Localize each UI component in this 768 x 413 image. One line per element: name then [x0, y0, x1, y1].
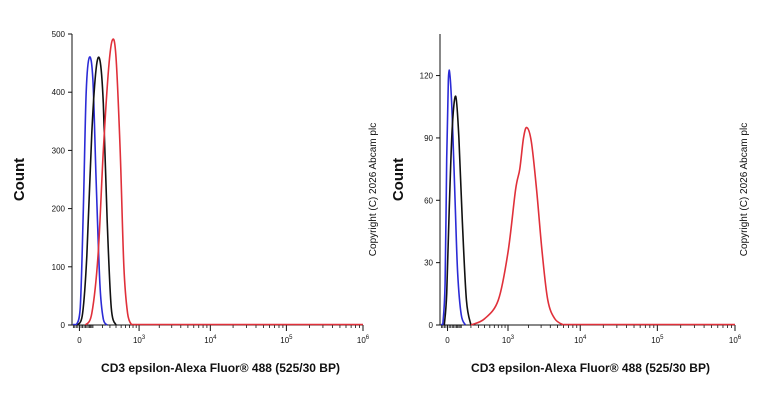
- y-axis-title: Count: [390, 158, 407, 201]
- y-tick-label: 30: [424, 259, 433, 268]
- y-tick-label: 120: [420, 72, 434, 81]
- x-tick-exponent: 4: [213, 335, 217, 341]
- y-axis-title: Count: [11, 158, 28, 201]
- histogram-series-3: [470, 126, 564, 326]
- x-axis-title: CD3 epsilon-Alexa Fluor® 488 (525/30 BP): [101, 361, 340, 375]
- x-tick-label: 104: [574, 335, 587, 345]
- x-tick-label: 103: [133, 335, 146, 345]
- y-tick-label: 400: [52, 88, 66, 97]
- y-tick-label: 0: [429, 321, 434, 330]
- x-tick-label: 0: [77, 336, 82, 345]
- y-tick-label: 90: [424, 134, 433, 143]
- histogram-series-2: [443, 95, 472, 326]
- x-tick-label: 103: [502, 335, 515, 345]
- x-tick-exponent: 6: [366, 335, 370, 341]
- x-tick-exponent: 4: [583, 335, 587, 341]
- y-tick-label: 500: [52, 30, 66, 39]
- y-tick-label: 300: [52, 146, 66, 155]
- x-tick-exponent: 5: [289, 335, 293, 341]
- x-tick-exponent: 6: [738, 335, 742, 341]
- x-tick-label: 106: [729, 335, 742, 345]
- x-tick-exponent: 5: [660, 335, 664, 341]
- histogram-panel-1: 0 100 200 300 400 500 0 103 104 105 106 Count CD3 ep…: [11, 30, 379, 375]
- x-tick-label: 0: [445, 336, 450, 345]
- copyright-text: Copyright (C) 2026 Abcam plc: [368, 123, 379, 256]
- copyright-text: Copyright (C) 2026 Abcam plc: [739, 123, 750, 256]
- x-axis-title: CD3 epsilon-Alexa Fluor® 488 (525/30 BP): [471, 361, 710, 375]
- y-tick-label: 0: [61, 321, 66, 330]
- x-tick-exponent: 3: [511, 335, 515, 341]
- x-tick-label: 105: [280, 335, 293, 345]
- y-tick-label: 60: [424, 196, 433, 205]
- y-tick-label: 100: [52, 263, 66, 272]
- x-tick-exponent: 3: [142, 335, 146, 341]
- x-tick-label: 104: [204, 335, 217, 345]
- x-tick-label: 106: [357, 335, 370, 345]
- histogram-series-1: [75, 56, 108, 326]
- histogram-series-3: [84, 38, 133, 326]
- histogram-series-2: [77, 56, 117, 326]
- y-tick-label: 200: [52, 205, 66, 214]
- x-tick-label: 105: [651, 335, 664, 345]
- histogram-panel-2: 0 30 60 90 120 0 103 104 105 106 Count CD3 epsilon-…: [390, 34, 750, 375]
- histogram-series-1: [442, 69, 467, 326]
